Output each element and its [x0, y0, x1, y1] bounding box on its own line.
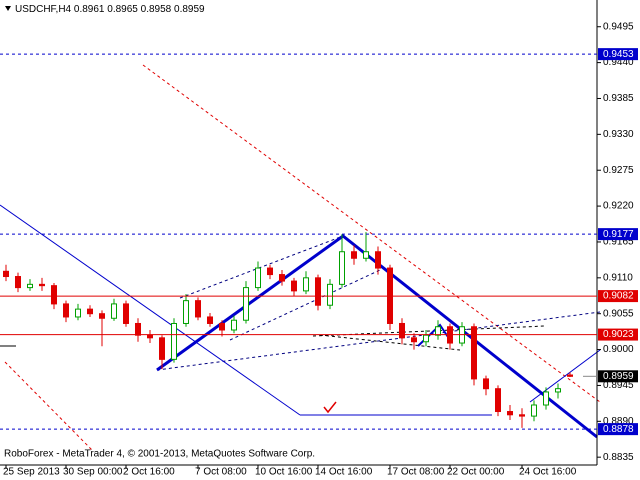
- x-tick-label: 30 Sep 00:00: [63, 467, 123, 478]
- level-label: 0.9023: [603, 329, 634, 340]
- candle-body: [231, 319, 237, 331]
- candle-body: [555, 388, 561, 393]
- level-label: 0.9082: [603, 291, 634, 302]
- menu-arrow[interactable]: [5, 6, 11, 11]
- candle-body: [15, 276, 21, 289]
- x-tick-label: 24 Oct 16:00: [519, 467, 577, 478]
- candle-body: [399, 322, 405, 339]
- y-tick-label: 0.8945: [603, 380, 634, 391]
- candle-body: [75, 308, 81, 318]
- level-label: 0.9453: [603, 49, 634, 60]
- y-tick-label: 0.9110: [603, 272, 633, 283]
- channel-line: [156, 311, 601, 371]
- candle-body: [63, 303, 69, 318]
- candle-body: [219, 322, 225, 331]
- check-mark: [323, 401, 337, 414]
- y-tick-label: 0.8890: [603, 416, 634, 427]
- candle-body: [195, 300, 201, 318]
- footer: RoboForex - MetaTrader 4, © 2001-2013, M…: [4, 449, 315, 460]
- candle-body: [171, 322, 177, 360]
- candle-body: [27, 283, 33, 289]
- candle-body: [411, 337, 417, 343]
- candle-body: [159, 337, 165, 360]
- candle-body: [183, 300, 189, 324]
- y-tick-label: 0.9385: [603, 93, 634, 104]
- y-tick-label: 0.9165: [603, 237, 634, 248]
- x-tick-label: 22 Oct 00:00: [447, 467, 505, 478]
- level-label-box: [598, 228, 638, 241]
- candle-body: [351, 251, 357, 259]
- candle-body: [339, 251, 345, 285]
- candle-body: [531, 404, 537, 417]
- candle-body: [507, 411, 513, 416]
- candle-body: [39, 283, 45, 287]
- x-tick-label: 14 Oct 16:00: [315, 467, 373, 478]
- level-label-box: [598, 48, 638, 61]
- candle-body: [243, 287, 249, 321]
- candle-body: [435, 326, 441, 336]
- candle-body: [147, 334, 153, 339]
- channel-line: [179, 235, 344, 299]
- level-label: 0.8878: [603, 424, 634, 435]
- candle-body: [315, 277, 321, 306]
- x-tick-label: 10 Oct 16:00: [255, 467, 313, 478]
- candle-body: [111, 303, 117, 319]
- candle-body: [471, 326, 477, 380]
- candle-body: [51, 285, 57, 305]
- symbol: USDCHF,H4: [15, 4, 72, 15]
- y-tick-label: 0.9220: [603, 201, 634, 212]
- trend-line: [0, 204, 301, 416]
- candle-body: [123, 303, 129, 324]
- level-label: 0.9177: [603, 229, 634, 240]
- candle-body: [87, 308, 93, 315]
- trend-line: [4, 361, 93, 451]
- candle-body: [423, 334, 429, 343]
- current-price-label: 0.8959: [603, 371, 634, 382]
- ohlc-low: 0.8958: [141, 4, 172, 15]
- candle-body: [291, 280, 297, 292]
- candle-body: [135, 322, 141, 336]
- candle-body: [483, 378, 489, 390]
- x-tick-label: 25 Sep 2013: [3, 467, 60, 478]
- candle-body: [255, 267, 261, 289]
- y-tick-label: 0.9495: [603, 21, 634, 32]
- y-tick-label: 0.9330: [603, 129, 634, 140]
- x-tick-label: 17 Oct 08:00: [387, 467, 445, 478]
- x-tick-label: 2 Oct 16:00: [123, 467, 175, 478]
- chart-header: USDCHF,H4 0.8961 0.8965 0.8958 0.8959: [15, 4, 205, 15]
- y-tick-label: 0.9000: [603, 344, 634, 355]
- x-tick-label: 7 Oct 08:00: [195, 467, 247, 478]
- candle-body: [267, 267, 273, 276]
- candle-body: [207, 316, 213, 324]
- candle-body: [495, 388, 501, 413]
- candle-body: [303, 277, 309, 292]
- y-tick-label: 0.9440: [603, 57, 634, 68]
- trend-line: [142, 64, 601, 403]
- y-tick-label: 0.9275: [603, 165, 634, 176]
- level-label-box: [598, 328, 638, 341]
- level-label-box: [598, 290, 638, 303]
- candle-body: [363, 251, 369, 259]
- ohlc-high: 0.8965: [107, 4, 138, 15]
- y-tick-label: 0.8835: [603, 452, 634, 463]
- candle-body: [279, 274, 285, 282]
- candle-body: [519, 414, 525, 417]
- candle-body: [99, 313, 105, 319]
- candle-body: [567, 374, 573, 377]
- candle-body: [3, 270, 9, 278]
- level-label-box: [598, 423, 638, 436]
- candle-body: [543, 391, 549, 406]
- y-tick-label: 0.9055: [603, 308, 634, 319]
- candle-body: [327, 283, 333, 306]
- current-price-box: [598, 370, 638, 383]
- ohlc-close: 0.8959: [174, 4, 205, 15]
- candle-body: [375, 251, 381, 269]
- ohlc-open: 0.8961: [74, 4, 105, 15]
